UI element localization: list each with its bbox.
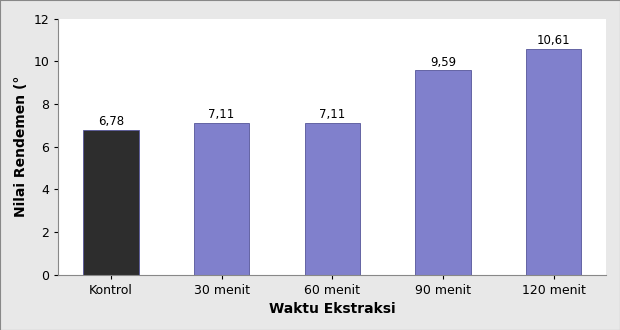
Text: 9,59: 9,59 bbox=[430, 55, 456, 69]
Bar bbox=[83, 130, 139, 275]
X-axis label: Waktu Ekstraksi: Waktu Ekstraksi bbox=[269, 302, 396, 316]
Text: 7,11: 7,11 bbox=[208, 108, 235, 121]
Text: 6,78: 6,78 bbox=[98, 115, 124, 128]
Text: 7,11: 7,11 bbox=[319, 108, 345, 121]
Y-axis label: Nilai Rendemen (°: Nilai Rendemen (° bbox=[14, 76, 28, 217]
Bar bbox=[415, 70, 471, 275]
Bar bbox=[526, 49, 581, 275]
Text: 10,61: 10,61 bbox=[537, 34, 570, 47]
Bar bbox=[304, 123, 360, 275]
Bar bbox=[194, 123, 249, 275]
